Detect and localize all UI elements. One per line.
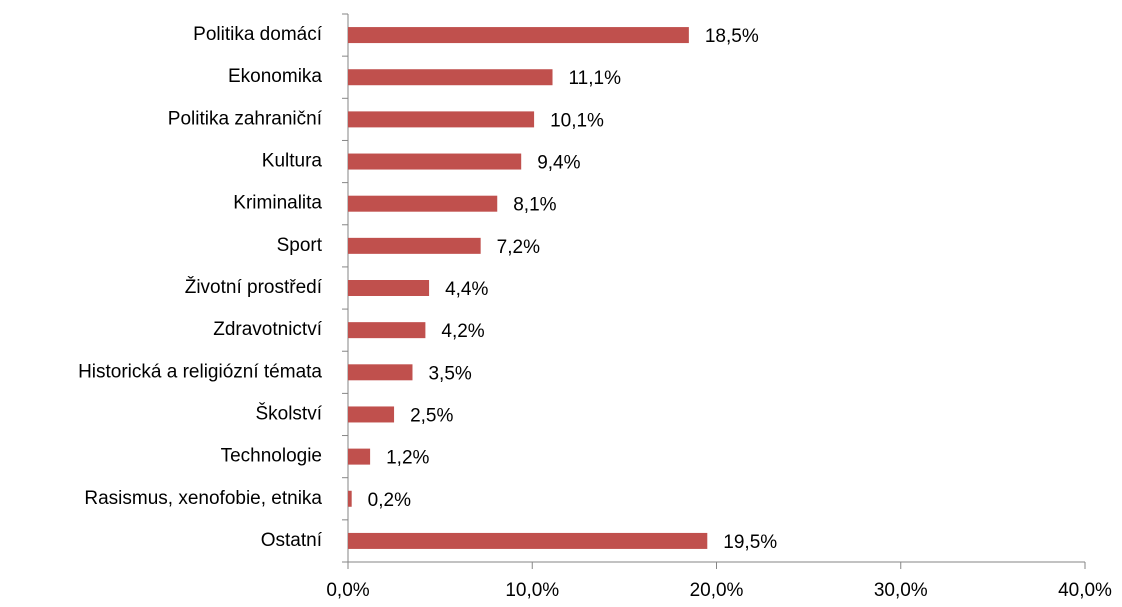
y-tick-label: Sport <box>277 235 323 256</box>
y-tick-label: Ostatní <box>261 530 323 551</box>
bar <box>348 280 430 296</box>
value-label: 4,2% <box>441 321 484 342</box>
y-tick-label: Kriminalita <box>233 193 322 214</box>
bar <box>348 448 371 465</box>
y-tick-label: Školství <box>255 402 322 424</box>
bar <box>348 111 535 128</box>
x-tick-label: 30,0% <box>874 580 928 601</box>
bar <box>348 153 522 170</box>
x-tick-label: 20,0% <box>690 580 744 601</box>
y-tick-label: Technologie <box>221 446 322 467</box>
value-label: 1,2% <box>386 448 429 469</box>
bar <box>348 532 708 549</box>
value-label: 10,1% <box>550 110 604 131</box>
x-tick-label: 0,0% <box>326 580 369 601</box>
value-label: 0,2% <box>368 490 411 511</box>
value-label: 3,5% <box>428 363 471 384</box>
x-tick-label: 10,0% <box>505 580 559 601</box>
bar <box>348 490 352 507</box>
bar <box>348 237 481 254</box>
bar <box>348 27 689 44</box>
bar <box>348 364 413 381</box>
value-label: 18,5% <box>705 26 759 47</box>
value-label: 9,4% <box>537 153 580 174</box>
y-tick-label: Zdravotnictví <box>213 319 322 340</box>
y-tick-label: Kultura <box>262 151 323 172</box>
value-label: 7,2% <box>497 237 540 258</box>
y-tick-label: Životní prostředí <box>185 276 323 298</box>
value-label: 4,4% <box>445 279 488 300</box>
bar <box>348 406 395 423</box>
y-tick-label: Historická a religiózní témata <box>78 361 322 382</box>
y-tick-label: Politika domácí <box>193 24 323 45</box>
bar <box>348 69 553 86</box>
y-tick-label: Rasismus, xenofobie, etnika <box>84 488 322 509</box>
x-tick-label: 40,0% <box>1058 580 1112 601</box>
y-tick-label: Ekonomika <box>228 66 322 87</box>
value-label: 11,1% <box>569 68 622 89</box>
value-label: 2,5% <box>410 405 453 426</box>
value-label: 19,5% <box>723 532 777 553</box>
y-tick-label: Politika zahraniční <box>168 108 323 129</box>
value-label: 8,1% <box>513 195 556 216</box>
bar <box>348 195 498 212</box>
bar <box>348 322 426 339</box>
